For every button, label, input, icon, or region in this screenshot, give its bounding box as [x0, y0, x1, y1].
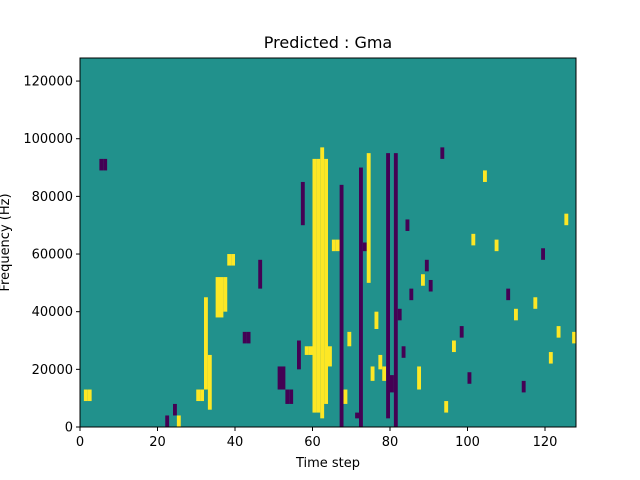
heatmap-cell	[347, 331, 352, 347]
x-tick-label: 0	[76, 435, 84, 450]
heatmap-cell	[281, 366, 286, 390]
heatmap-cell	[362, 242, 367, 252]
heatmap-cell	[401, 346, 406, 358]
heatmap-cell	[374, 311, 379, 329]
y-tick-label: 20000	[32, 363, 73, 378]
heatmap-cell	[277, 366, 282, 390]
heatmap-cell	[99, 158, 104, 171]
heatmap-cell	[343, 389, 348, 404]
heatmap-cell	[300, 181, 305, 226]
heatmap-cell	[393, 153, 398, 427]
x-axis: 0 20 40 60 80 100 120	[76, 427, 558, 450]
heatmap-cell	[242, 331, 247, 344]
heatmap-cell	[506, 288, 511, 301]
heatmap-cell	[231, 254, 236, 266]
heatmap-cell	[444, 401, 449, 413]
heatmap-cell	[382, 366, 387, 381]
heatmap-cell	[297, 340, 301, 370]
heatmap-cell	[514, 308, 518, 321]
heatmap-cell	[378, 354, 383, 370]
heatmap-cell	[366, 153, 371, 283]
heatmap-cell	[359, 167, 363, 428]
heatmap-cell	[215, 277, 220, 318]
heatmap-cell	[471, 233, 476, 246]
heatmap-cell	[556, 326, 561, 338]
x-axis-label: Time step	[295, 456, 360, 471]
heatmap-cell	[165, 415, 170, 427]
x-tick-label: 20	[149, 435, 166, 450]
heatmap-cell	[541, 248, 546, 260]
y-tick-label: 0	[65, 421, 73, 436]
heatmap-cell	[483, 170, 487, 182]
x-tick-label: 60	[304, 435, 321, 450]
heatmap-cell	[494, 239, 499, 252]
heatmap-cell	[331, 239, 336, 252]
y-tick-label: 100000	[23, 132, 73, 147]
heatmap-cell	[223, 277, 228, 312]
heatmap-cell	[405, 219, 410, 231]
heatmap-cell	[173, 403, 177, 416]
heatmap-cell	[424, 259, 429, 272]
heatmap-cell	[428, 279, 433, 292]
heatmap-cell	[572, 331, 577, 344]
heatmap-cell	[335, 239, 340, 252]
heatmap-cell	[176, 415, 181, 427]
heatmap-cell	[421, 274, 425, 286]
heatmap-cell	[320, 147, 325, 419]
heatmap-cell	[564, 213, 569, 226]
heatmap-cell	[409, 288, 414, 301]
heatmap-cell	[339, 184, 344, 427]
heatmap-cell	[417, 366, 422, 390]
heatmap-cell	[370, 366, 375, 381]
y-tick-label: 40000	[32, 305, 73, 320]
heatmap-cell	[548, 352, 553, 364]
y-tick-label: 120000	[23, 75, 73, 90]
heatmap-cell	[452, 340, 456, 353]
heatmap-cell	[196, 389, 201, 402]
heatmap-cells	[83, 147, 577, 428]
heatmap-cell	[83, 389, 88, 402]
heatmap-cell	[246, 331, 251, 344]
heatmap-cell	[397, 308, 402, 321]
heatmap-cell	[355, 412, 360, 419]
y-axis: 0 20000 40000 60000 80000 100000 120000	[23, 75, 80, 436]
plot-frame	[79, 57, 577, 428]
heatmap-cell	[87, 389, 92, 402]
heatmap-cell	[312, 158, 317, 413]
heatmap-cell	[227, 254, 232, 266]
heatmap-cell	[316, 158, 321, 413]
heatmap-cell	[440, 147, 445, 159]
heatmap-cell	[386, 153, 391, 419]
heatmap-cell	[324, 158, 329, 404]
heatmap-cell	[219, 277, 224, 318]
plot-area	[79, 57, 577, 428]
y-axis-label: Frequency (Hz)	[0, 193, 13, 291]
heatmap-cell	[258, 259, 263, 289]
heatmap-cell	[204, 297, 208, 390]
heatmap-cell	[285, 389, 290, 404]
heatmap-cell	[467, 372, 472, 384]
heatmap-cell	[390, 375, 394, 393]
heatmap-cell	[533, 297, 538, 309]
heatmap-cell	[308, 346, 313, 355]
heatmap-cell	[103, 158, 108, 171]
y-tick-label: 80000	[32, 190, 73, 205]
heatmap-cell	[304, 346, 309, 355]
chart-title: Predicted : Gma	[264, 33, 392, 52]
x-tick-label: 100	[455, 435, 480, 450]
heatmap-cell	[289, 389, 294, 404]
heatmap-cell	[521, 380, 526, 393]
heatmap-cell	[207, 354, 212, 410]
y-tick-label: 60000	[32, 248, 73, 263]
heatmap-cell	[328, 346, 332, 367]
heatmap-cell	[459, 326, 464, 338]
x-tick-label: 40	[227, 435, 244, 450]
heatmap-cell	[200, 389, 205, 402]
x-tick-label: 80	[382, 435, 399, 450]
x-tick-label: 120	[533, 435, 558, 450]
